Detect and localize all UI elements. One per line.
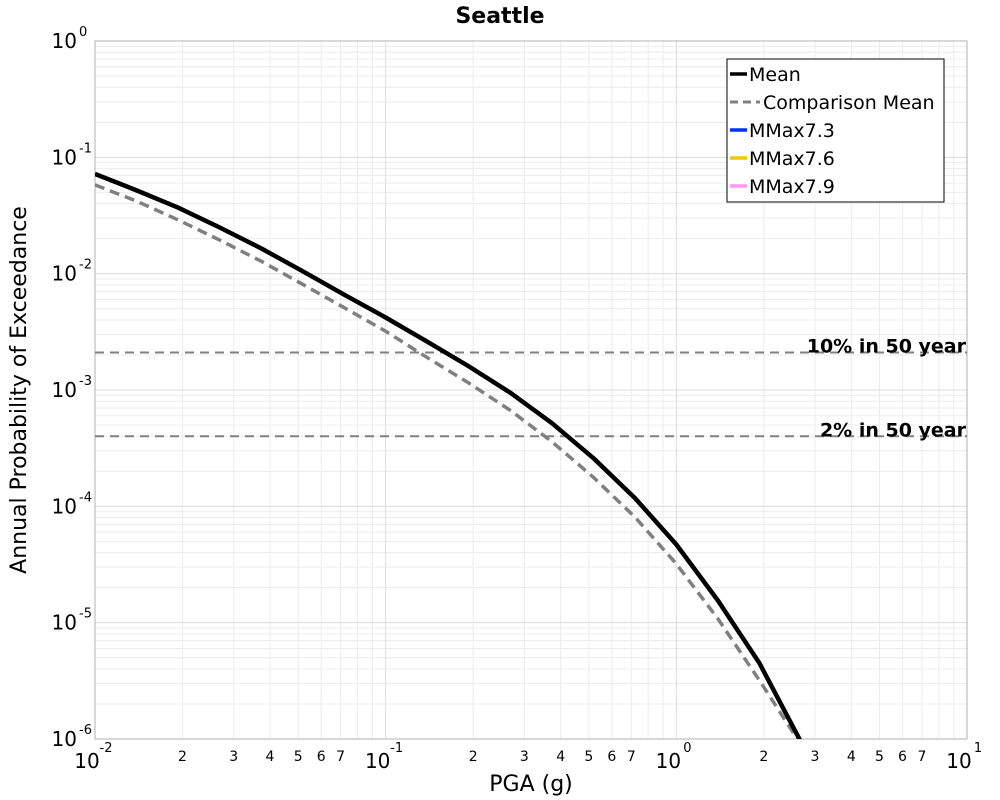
x-tick-exponent: -1 (390, 741, 403, 756)
x-axis-label: PGA (g) (489, 772, 573, 797)
reference-line-label: 2% in 50 year (820, 419, 967, 441)
y-tick-exponent: -3 (79, 374, 92, 389)
legend-entry: Mean (749, 64, 801, 86)
y-tick-label: 10 (52, 29, 77, 53)
x-minor-tick-label: 2 (469, 749, 478, 765)
y-tick-exponent: -5 (79, 607, 92, 622)
x-tick-label: 10 (946, 749, 971, 773)
y-tick-label: 10 (52, 727, 77, 751)
legend-box (726, 58, 945, 203)
x-minor-tick-label: 3 (229, 749, 238, 765)
x-minor-tick-label: 2 (178, 749, 187, 765)
x-tick-label: 10 (365, 749, 390, 773)
legend: Mean Comparison Mean MMax7.3 MMax7.6 MMax7.9 (726, 58, 945, 203)
series-layer (95, 171, 802, 739)
series-line-mean (95, 171, 802, 739)
legend-entry: Comparison Mean (763, 92, 935, 114)
x-minor-tick-label: 5 (875, 749, 884, 765)
chart-title: Seattle (455, 4, 544, 29)
y-tick-exponent: 0 (79, 25, 87, 40)
x-tick-exponent: 0 (683, 741, 691, 756)
reference-lines: 10% in 50 year 2% in 50 year (95, 336, 967, 441)
y-tick-label: 10 (52, 494, 77, 518)
legend-entry: MMax7.9 (749, 176, 835, 198)
x-minor-tick-label: 2 (759, 749, 768, 765)
x-minor-tick-label: 3 (520, 749, 529, 765)
x-minor-tick-label: 4 (266, 749, 275, 765)
legend-entry: MMax7.6 (749, 148, 835, 170)
x-minor-tick-label: 5 (294, 749, 303, 765)
x-tick-label: 10 (74, 749, 99, 773)
x-minor-tick-label: 6 (607, 749, 616, 765)
x-minor-tick-label: 5 (584, 749, 593, 765)
legend-entry: MMax7.3 (749, 120, 835, 142)
y-tick-label: 10 (52, 262, 77, 286)
series-line-comparison-mean (95, 183, 800, 739)
y-axis-label: Annual Probability of Exceedance (7, 206, 32, 574)
x-minor-tick-label: 4 (847, 749, 856, 765)
x-minor-tick-label: 7 (627, 749, 636, 765)
y-tick-exponent: -2 (79, 258, 92, 273)
x-tick-exponent: -2 (100, 741, 113, 756)
x-tick-label: 10 (656, 749, 681, 773)
x-minor-tick-label: 6 (317, 749, 326, 765)
y-tick-exponent: -1 (79, 141, 92, 156)
reference-line-label: 10% in 50 year (807, 336, 967, 358)
x-minor-tick-label: 4 (556, 749, 565, 765)
y-tick-label: 10 (52, 378, 77, 402)
x-tick-exponent: 1 (974, 741, 982, 756)
x-minor-tick-label: 7 (918, 749, 927, 765)
x-minor-tick-label: 7 (336, 749, 345, 765)
y-tick-exponent: -4 (79, 490, 92, 505)
x-minor-tick-label: 6 (898, 749, 907, 765)
x-minor-tick-label: 3 (811, 749, 820, 765)
y-tick-exponent: -6 (79, 723, 92, 738)
y-tick-label: 10 (52, 611, 77, 635)
y-tick-label: 10 (52, 145, 77, 169)
plot-area (94, 40, 968, 740)
